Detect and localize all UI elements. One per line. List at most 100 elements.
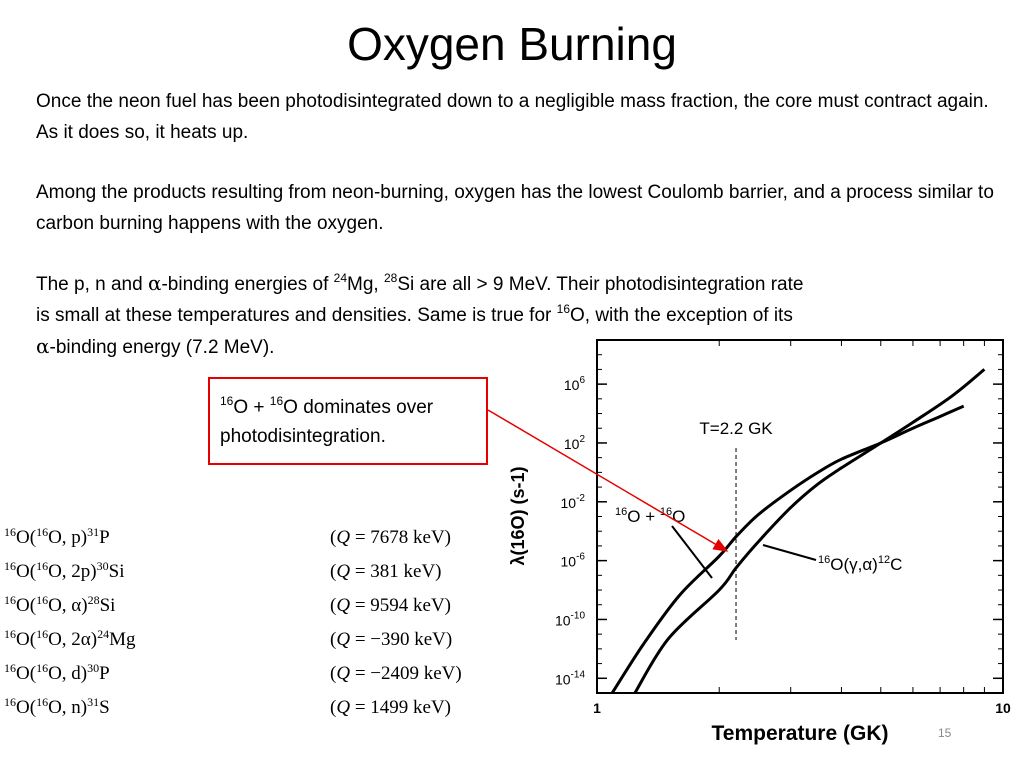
slide-title: Oxygen Burning bbox=[347, 18, 677, 70]
reaction-channel: O, 2p) bbox=[48, 561, 97, 582]
reaction-equation: 16O(16O, p)31P bbox=[4, 525, 110, 549]
reaction-row: 16O(16O, 2p)30Si (Q = 381 keV) bbox=[4, 559, 504, 591]
product-symbol: S bbox=[99, 697, 110, 718]
mass-number: 24 bbox=[97, 627, 110, 641]
reaction-row: 16O(16O, α)28Si (Q = 9594 keV) bbox=[4, 593, 504, 625]
annotation-leader bbox=[762, 544, 817, 561]
mass-number: 16 bbox=[269, 394, 284, 408]
mass-number: 30 bbox=[96, 559, 109, 573]
mass-number: 16 bbox=[556, 302, 570, 316]
q-value: (Q = −390 keV) bbox=[330, 629, 452, 651]
product-symbol: P bbox=[99, 527, 110, 548]
reaction-channel: O, α) bbox=[48, 595, 88, 616]
q-amount: = 7678 keV) bbox=[350, 527, 452, 548]
text-span: ( bbox=[330, 527, 337, 548]
q-value: (Q = 7678 keV) bbox=[330, 527, 451, 549]
product-symbol: Mg bbox=[109, 629, 136, 650]
callout-line-2: photodisintegration. bbox=[220, 426, 386, 447]
alpha-symbol: α bbox=[147, 271, 162, 295]
product-symbol: Si bbox=[99, 595, 116, 616]
temperature-marker-label: T=2.2 GK bbox=[699, 419, 773, 438]
mass-number: 16 bbox=[36, 661, 49, 675]
callout-line-1: 16O + 16O dominates over bbox=[220, 393, 476, 422]
reaction-equation: 16O(16O, 2α)24Mg bbox=[4, 627, 136, 651]
text-span: -binding energies of bbox=[161, 274, 334, 295]
series-curve bbox=[633, 368, 986, 693]
mass-number: 16 bbox=[36, 525, 49, 539]
y-tick-label: 10-6 bbox=[561, 552, 586, 570]
y-axis-label: λ(16O) (s-1) bbox=[508, 466, 528, 565]
text-span: ( bbox=[330, 629, 337, 650]
series-curve bbox=[610, 404, 965, 693]
mass-number: 16 bbox=[4, 559, 16, 573]
q-symbol: Q bbox=[336, 629, 351, 650]
x-tick-label: 10 bbox=[995, 700, 1011, 716]
mass-number: 28 bbox=[87, 593, 100, 607]
q-value: (Q = 9594 keV) bbox=[330, 595, 451, 617]
text-span: O( bbox=[16, 527, 37, 548]
y-tick-label: 10-2 bbox=[561, 493, 586, 511]
text-span: ( bbox=[330, 561, 337, 582]
paragraph-neon-contraction: Once the neon fuel has been photodisinte… bbox=[36, 91, 989, 143]
text-span: O( bbox=[16, 663, 37, 684]
q-amount: = 1499 keV) bbox=[350, 697, 452, 718]
text-span: O + bbox=[233, 397, 270, 418]
text-span: O( bbox=[16, 595, 37, 616]
mass-number: 28 bbox=[383, 271, 398, 285]
element-symbol: O, with the exception of its bbox=[570, 305, 793, 326]
q-symbol: Q bbox=[336, 595, 351, 616]
reaction-row: 16O(16O, 2α)24Mg (Q = −390 keV) bbox=[4, 627, 504, 659]
reaction-row: 16O(16O, p)31P (Q = 7678 keV) bbox=[4, 525, 504, 557]
callout-box: 16O + 16O dominates over photodisintegra… bbox=[208, 377, 488, 465]
paragraph-line-2: is small at these temperatures and densi… bbox=[36, 300, 996, 331]
q-symbol: Q bbox=[336, 663, 351, 684]
element-symbol: Si are all > 9 MeV. Their photodisintegr… bbox=[397, 274, 804, 295]
mass-number: 31 bbox=[87, 525, 100, 539]
paragraph-line-3: α-binding energy (7.2 MeV). bbox=[36, 331, 996, 363]
q-symbol: Q bbox=[336, 527, 351, 548]
y-tick-label: 106 bbox=[564, 375, 586, 393]
mass-number: 16 bbox=[36, 627, 49, 641]
mass-number: 16 bbox=[220, 394, 234, 408]
alpha-symbol: α bbox=[36, 334, 50, 358]
series-annotation: 16O(γ,α)12C bbox=[818, 554, 902, 574]
q-amount: = 381 keV) bbox=[350, 561, 442, 582]
series-annotation: 16O + 16O bbox=[615, 506, 685, 526]
mass-number: 16 bbox=[4, 525, 16, 539]
text-span: ( bbox=[330, 697, 337, 718]
mass-number: 16 bbox=[36, 559, 49, 573]
product-symbol: Si bbox=[108, 561, 125, 582]
reaction-channel: O, p) bbox=[48, 527, 88, 548]
text-span: O( bbox=[16, 561, 37, 582]
q-amount: = −2409 keV) bbox=[350, 663, 462, 684]
text-span: is small at these temperatures and densi… bbox=[36, 305, 557, 326]
product-symbol: P bbox=[99, 663, 110, 684]
mass-number: 24 bbox=[333, 271, 348, 285]
mass-number: 16 bbox=[4, 661, 16, 675]
q-symbol: Q bbox=[336, 561, 351, 582]
reaction-row: 16O(16O, n)31S (Q = 1499 keV) bbox=[4, 695, 504, 727]
paragraph-binding-energies: The p, n and α-binding energies of 24Mg,… bbox=[36, 268, 996, 363]
reaction-channel: O, 2α) bbox=[48, 629, 98, 650]
reaction-channel: O, n) bbox=[48, 697, 88, 718]
reaction-row: 16O(16O, d)30P (Q = −2409 keV) bbox=[4, 661, 504, 693]
q-symbol: Q bbox=[336, 697, 351, 718]
text-span: O( bbox=[16, 697, 37, 718]
mass-number: 16 bbox=[4, 593, 16, 607]
text-span: ( bbox=[330, 663, 337, 684]
y-tick-label: 102 bbox=[564, 434, 586, 452]
annotation-leader bbox=[671, 525, 713, 579]
x-tick-label: 1 bbox=[593, 700, 601, 716]
y-tick-label: 10-14 bbox=[555, 669, 585, 687]
mass-number: 16 bbox=[4, 695, 16, 709]
q-value: (Q = −2409 keV) bbox=[330, 663, 462, 685]
q-value: (Q = 1499 keV) bbox=[330, 697, 451, 719]
reaction-equation: 16O(16O, α)28Si bbox=[4, 593, 116, 617]
text-span: O dominates over bbox=[283, 397, 434, 418]
mass-number: 16 bbox=[36, 695, 49, 709]
text-span: ( bbox=[330, 595, 337, 616]
slide-number: 15 bbox=[938, 726, 952, 740]
text-span: The p, n and bbox=[36, 274, 148, 295]
